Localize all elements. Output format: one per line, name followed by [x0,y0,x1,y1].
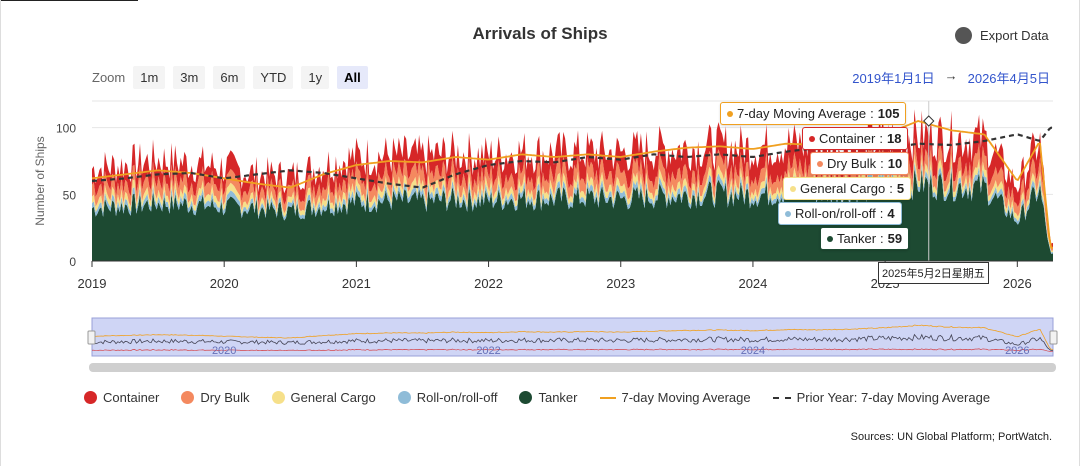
tooltip-label: General Cargo [800,181,886,196]
legend-label: Dry Bulk [200,390,250,405]
export-icon [955,27,972,44]
export-data-button[interactable]: Export Data [955,27,1049,44]
x-tick-label: 2026 [1003,276,1032,291]
navigator-tanker-line [91,333,1053,351]
legend: Container Dry Bulk General Cargo Roll-on… [84,390,990,405]
x-tick-label: 2019 [78,276,107,291]
legend-item-tanker[interactable]: Tanker [519,390,578,405]
tooltip-label: Roll-on/roll-off [795,206,876,221]
zoom-1m-button[interactable]: 1m [133,66,166,89]
x-tick-label: 2021 [342,276,371,291]
area-dry-bulk [92,137,1053,251]
legend-item-general-cargo[interactable]: General Cargo [271,390,376,405]
zoom-3m-button[interactable]: 3m [173,66,206,89]
legend-label: Container [103,390,160,405]
legend-item-roll-on-roll-off[interactable]: Roll-on/roll-off [397,390,498,405]
highlight-marker [923,115,935,127]
chart-title: Arrivals of Ships [472,24,608,43]
area-container [92,109,1053,248]
legend-swatch [271,391,285,404]
zoom-6m-button[interactable]: 6m [213,66,246,89]
date-range: 2019年1月1日 → 2026年4月5日 [852,68,1050,87]
x-tick-label: 2023 [606,276,635,291]
tooltip-swatch-container [809,135,815,142]
tooltip-moving-average: 7-day Moving Average: 105 [720,102,907,125]
y-tick-label: 100 [56,122,76,136]
navigator-label: 2026 [1005,345,1029,357]
legend-label: Prior Year: 7-day Moving Average [796,390,991,405]
legend-dash-swatch [772,396,791,399]
navigator-label: 2022 [476,345,500,357]
tooltip-swatch-roll-on-roll-off [785,210,791,217]
navigator-container-line [92,348,1053,352]
area-tanker [92,168,1053,261]
legend-label: 7-day Moving Average [621,390,751,405]
tooltip-swatch-tanker [827,235,833,242]
prior-year-line [91,126,1053,189]
tooltip-dry-bulk: Dry Bulk: 10 [810,152,910,175]
x-tick-label: 2020 [210,276,239,291]
tooltip-general-cargo: General Cargo: 5 [783,177,912,200]
export-label: Export Data [980,28,1049,43]
zoom-controls: Zoom 1m 3m 6m YTD 1y All [92,66,368,89]
tooltip-label: Tanker [837,231,877,246]
zoom-1y-button[interactable]: 1y [301,66,330,89]
tooltip-value: 4 [887,206,895,221]
range-to-input[interactable]: 2026年4月5日 [967,71,1050,86]
navigator-scrollbar[interactable] [89,363,1056,372]
legend-label: Tanker [538,390,578,405]
navigator-ma-line [91,324,1053,350]
y-tick-label: 50 [63,188,77,202]
legend-label: Roll-on/roll-off [416,390,498,405]
legend-swatch [519,391,533,404]
tooltip-container: Container: 18 [802,127,909,150]
y-axis-label: Number of Ships [33,136,47,225]
zoom-ytd-button[interactable]: YTD [253,66,294,89]
y-tick-label: 0 [69,255,76,269]
tooltip-label: Container [819,131,876,146]
zoom-label: Zoom [92,70,126,85]
crosshair-date-label: 2025年5月2日星期五 [878,262,989,284]
tooltip-value: 10 [887,156,903,171]
area-general-cargo [92,153,1053,253]
tooltip-value: 105 [877,106,900,121]
tooltip-label: 7-day Moving Average [737,106,867,121]
legend-item-moving-average[interactable]: 7-day Moving Average [599,390,751,405]
legend-line-swatch [599,396,616,399]
tooltip-value: 59 [887,231,903,246]
navigator-label: 2024 [741,345,765,357]
x-tick-label: 2022 [474,276,503,291]
legend-item-prior-year[interactable]: Prior Year: 7-day Moving Average [772,390,991,405]
tooltip-swatch-moving-average [727,110,733,117]
tooltip-swatch-general-cargo [790,185,796,192]
navigator-right-handle[interactable] [1049,330,1058,345]
tooltip-roll-on-roll-off: Roll-on/roll-off: 4 [778,202,902,225]
legend-swatch [181,391,195,404]
navigator-label: 2020 [212,345,236,357]
tooltip-label: Dry Bulk [827,156,877,171]
range-arrow: → [944,68,958,83]
x-tick-label: 2024 [738,276,767,291]
legend-swatch [397,391,411,404]
legend-swatch [84,391,97,404]
legend-item-container[interactable]: Container [84,390,159,405]
source-note: Sources: UN Global Platform; PortWatch. [850,431,1052,443]
navigator-left-handle[interactable] [87,330,96,345]
tooltip-value: 18 [887,131,902,146]
tooltip-swatch-dry-bulk [817,160,823,167]
zoom-all-button[interactable]: All [337,66,368,89]
area-roll-on-roll-off [92,161,1053,254]
tooltip-value: 5 [896,181,905,196]
range-from-input[interactable]: 2019年1月1日 [852,71,935,86]
legend-item-dry-bulk[interactable]: Dry Bulk [181,390,250,405]
tooltip-tanker: Tanker: 59 [820,227,910,250]
legend-label: General Cargo [290,390,376,405]
